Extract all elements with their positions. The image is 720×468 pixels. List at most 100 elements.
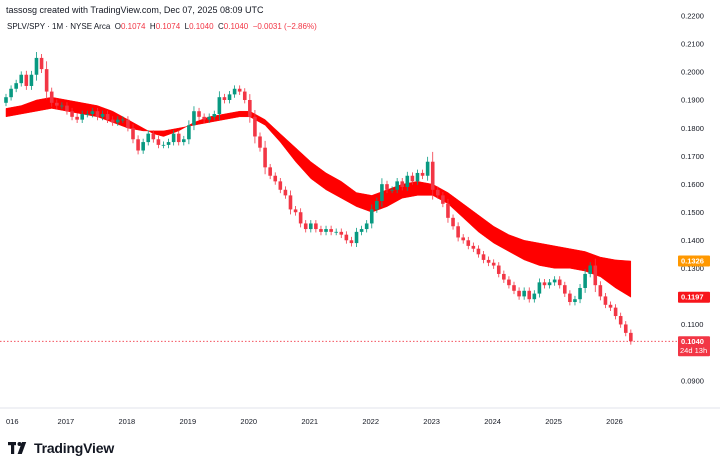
change-value: −0.0031 (−2.86%): [252, 22, 317, 31]
candle: [263, 140, 267, 175]
symbol-label[interactable]: SPLV/SPY · 1M · NYSE Arca: [7, 22, 111, 31]
candle: [222, 93, 227, 104]
candle: [593, 258, 598, 293]
x-tick-label: 016: [6, 417, 19, 426]
candle: [491, 259, 496, 269]
candle: [207, 113, 211, 123]
candle: [19, 71, 24, 87]
y-tick-label: 0.1900: [681, 96, 704, 105]
candle: [547, 279, 552, 289]
candle: [400, 177, 405, 191]
tradingview-logo[interactable]: TradingView: [8, 440, 114, 456]
candle: [568, 290, 572, 306]
candles-group: [4, 52, 633, 345]
candle: [456, 222, 460, 242]
y-tick-label: 0.0900: [681, 376, 704, 385]
candle: [95, 107, 100, 121]
candle: [237, 85, 242, 95]
candle: [496, 262, 501, 278]
open-label: O: [114, 22, 121, 31]
candle: [197, 107, 201, 121]
candle: [309, 220, 313, 233]
candle: [359, 225, 364, 236]
close-value: 0.1040: [223, 22, 249, 31]
candle: [121, 116, 125, 123]
candle: [14, 79, 18, 93]
candle: [39, 53, 44, 74]
candle: [486, 256, 491, 267]
candle: [446, 198, 450, 223]
candle: [24, 70, 29, 90]
tradingview-logo-icon: [8, 442, 27, 454]
candle: [146, 130, 151, 146]
slow-ma-badge: 0.1197: [678, 291, 710, 303]
candle: [507, 276, 511, 289]
candle: [532, 290, 537, 303]
last-price-badge: 0.1040 24d 13h: [678, 336, 710, 357]
high-value: 0.1074: [155, 22, 181, 31]
candle: [578, 284, 582, 304]
candle: [44, 61, 49, 100]
x-tick-label: 2026: [606, 417, 623, 426]
candle: [293, 206, 298, 216]
y-tick-label: 0.1600: [681, 180, 704, 189]
y-tick-label: 0.1700: [681, 152, 704, 161]
candle: [598, 281, 603, 301]
y-axis: 0.2200 0.2100 0.2000 0.1900 0.1800 0.1700 0.16…: [681, 12, 704, 386]
chart-caption: tassosg created with TradingView.com, De…: [6, 5, 264, 15]
candle: [517, 287, 521, 300]
candle: [242, 88, 247, 104]
close-label: C: [217, 22, 224, 31]
candle: [4, 93, 8, 107]
candle: [80, 110, 84, 123]
candle: [217, 91, 222, 120]
candle: [303, 220, 308, 233]
candle: [451, 214, 455, 230]
candle: [187, 120, 191, 145]
x-tick-label: 2018: [118, 417, 135, 426]
candle: [623, 321, 628, 337]
candle: [629, 329, 633, 345]
candle: [115, 116, 120, 126]
candle: [329, 225, 333, 236]
svg-text:24d 13h: 24d 13h: [680, 346, 707, 355]
candle: [298, 208, 303, 228]
candle: [410, 172, 415, 185]
candle: [253, 109, 257, 144]
candle: [29, 70, 34, 90]
svg-text:0.1197: 0.1197: [681, 293, 704, 302]
candle: [573, 295, 577, 306]
candle: [420, 169, 425, 180]
candle: [466, 236, 471, 250]
candle: [563, 281, 567, 297]
candle: [131, 124, 135, 144]
y-tick-label: 0.1300: [681, 264, 704, 273]
candle: [512, 281, 516, 295]
candle: [151, 130, 156, 143]
candle: [192, 106, 196, 131]
candle: [232, 85, 237, 98]
candle: [603, 293, 608, 309]
candle: [141, 138, 145, 154]
candle: [415, 169, 420, 185]
candle: [110, 116, 115, 126]
fast-ma-badge: 0.1326: [678, 255, 710, 267]
candle: [542, 279, 547, 289]
candle: [227, 91, 232, 104]
candle: [380, 178, 384, 207]
candle: [283, 186, 288, 199]
candle: [268, 163, 272, 180]
x-tick-label: 2019: [179, 417, 196, 426]
x-axis: 016 2017 2018 2019 2020 2021 2022 2023 2024 2025 2…: [6, 417, 623, 426]
candle: [527, 287, 532, 303]
candle: [70, 107, 74, 121]
candle: [461, 234, 465, 244]
candle: [618, 312, 623, 328]
candle: [481, 250, 486, 264]
x-tick-label: 2024: [484, 417, 501, 426]
candle: [126, 116, 130, 132]
candle: [85, 110, 90, 118]
candle: [55, 99, 59, 109]
candle: [613, 304, 618, 320]
